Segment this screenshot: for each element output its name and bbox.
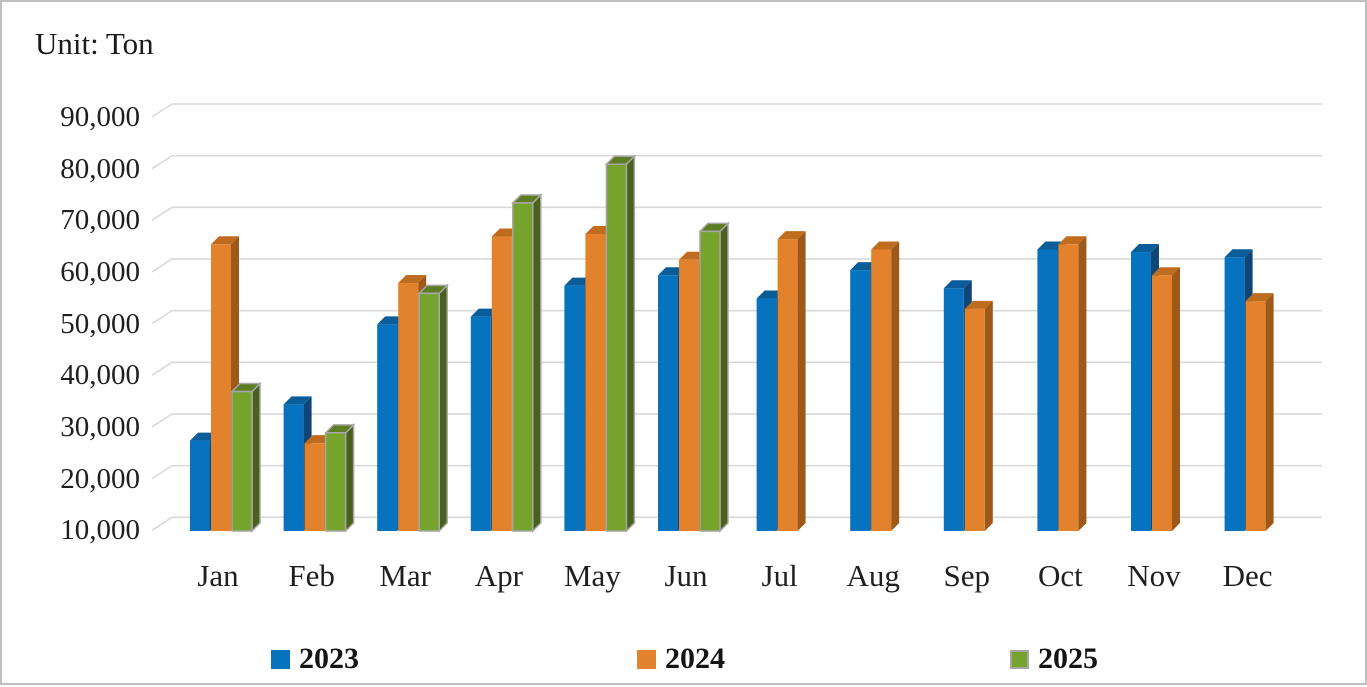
- x-tick-label-aug: Aug: [846, 558, 900, 593]
- x-tick-label-may: May: [563, 558, 621, 593]
- x-tick-label-dec: Dec: [1222, 558, 1273, 593]
- legend-label-2023: 2023: [299, 642, 359, 675]
- y-tick-label: 30,000: [60, 410, 140, 443]
- gridline-90000: [151, 103, 1322, 118]
- legend-item-2023: 2023: [271, 643, 359, 675]
- y-tick-label: 40,000: [60, 359, 140, 392]
- y-tick-label: 70,000: [60, 204, 140, 237]
- gridline-50000: [151, 309, 1322, 325]
- gridline-10000: [151, 516, 1322, 531]
- bar-2024-nov: [1152, 267, 1180, 531]
- x-tick-label-jan: Jan: [197, 558, 239, 593]
- gridline-40000: [151, 361, 1322, 376]
- y-tick-label: 60,000: [60, 255, 140, 288]
- legend: 2023 2024 2025: [2, 638, 1367, 678]
- bar-2025-jun: [698, 221, 730, 533]
- bar-2024-aug: [871, 241, 900, 531]
- y-tick-label: 80,000: [60, 152, 140, 185]
- gridline-20000: [151, 464, 1322, 480]
- x-tick-label-apr: Apr: [474, 558, 523, 593]
- bar-2024-sep: [964, 300, 993, 531]
- chart-title: Unit: Ton: [35, 26, 154, 61]
- gridline-30000: [151, 413, 1322, 428]
- x-tick-label-oct: Oct: [1038, 558, 1083, 593]
- y-tick-label: 20,000: [60, 462, 140, 495]
- legend-label-2024: 2024: [665, 642, 725, 675]
- bar-2025-mar: [417, 283, 450, 533]
- x-tick-label-mar: Mar: [379, 558, 432, 593]
- bar-2025-apr: [510, 193, 543, 533]
- bar-2024-oct: [1058, 236, 1087, 532]
- x-tick-label-feb: Feb: [288, 558, 335, 593]
- bar-2025-feb: [323, 423, 356, 533]
- legend-item-2024: 2024: [637, 643, 725, 675]
- x-tick-label-jun: Jun: [664, 558, 708, 593]
- bar-2025-may: [604, 154, 637, 533]
- x-tick-label-jul: Jul: [761, 558, 798, 593]
- y-tick-label: 50,000: [60, 307, 140, 340]
- x-tick-label-sep: Sep: [943, 558, 991, 593]
- gridline-70000: [151, 206, 1322, 221]
- gridline-80000: [151, 154, 1322, 170]
- gridline-60000: [151, 258, 1322, 273]
- y-tick-label: 90,000: [60, 101, 140, 133]
- legend-item-2025: 2025: [1010, 643, 1098, 675]
- legend-swatch-2025: [1010, 649, 1029, 669]
- legend-swatch-2023: [271, 649, 290, 669]
- bar-2024-jul: [777, 231, 806, 531]
- bar-2024-dec: [1245, 293, 1274, 531]
- x-tick-label-nov: Nov: [1127, 558, 1181, 593]
- legend-label-2025: 2025: [1038, 642, 1098, 675]
- bar-2025-jan: [230, 381, 262, 533]
- y-tick-label: 10,000: [60, 514, 140, 547]
- legend-swatch-2024: [637, 649, 656, 669]
